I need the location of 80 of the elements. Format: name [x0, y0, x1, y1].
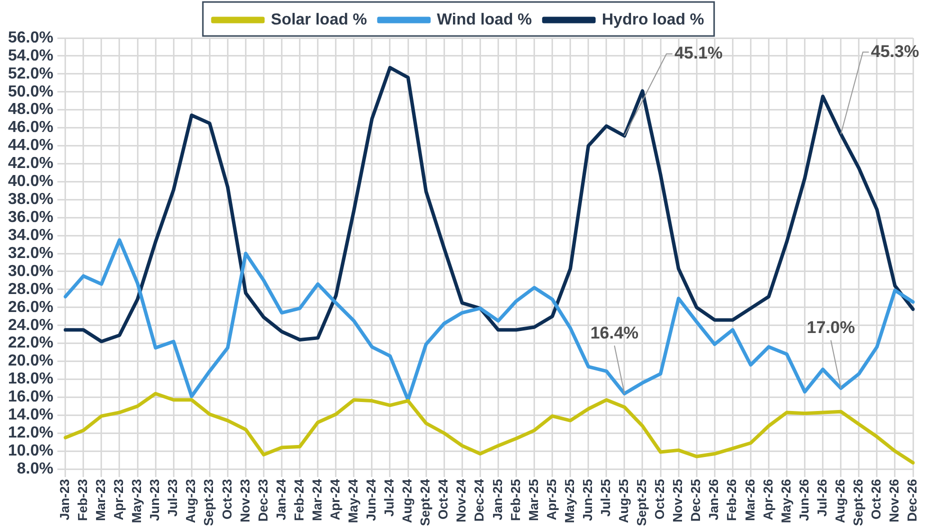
legend-label: Solar load % [270, 11, 367, 28]
x-tick-label: Feb-24 [291, 478, 306, 521]
y-tick-label: 50.0% [8, 83, 54, 100]
x-tick-label: Aug-24 [400, 478, 415, 524]
x-tick-label: Mar-26 [742, 479, 758, 521]
x-tick-label: Jul-26 [814, 479, 830, 517]
x-tick-label: Feb-23 [74, 479, 90, 521]
x-tick-label: Mar-23 [93, 479, 108, 521]
y-tick-label: 54.0% [8, 47, 54, 64]
x-tick-label: Jan-24 [273, 478, 288, 520]
y-tick-label: 40.0% [8, 173, 54, 190]
x-tick-label: Jun-26 [796, 479, 812, 521]
x-tick-label: Sept-23 [201, 479, 216, 526]
x-tick-label: Apr-26 [760, 479, 776, 520]
x-tick-label: Oct-25 [652, 479, 668, 520]
x-tick-label: Jul-23 [165, 479, 180, 517]
x-tick-label: Apr-25 [544, 479, 559, 520]
y-tick-label: 18.0% [8, 370, 54, 388]
x-tick-label: Mar-25 [526, 479, 541, 521]
x-tick-label: Aug-25 [616, 479, 632, 524]
annotation: 45.1% [674, 44, 723, 63]
y-tick-label: 48.0% [8, 101, 54, 118]
x-tick-label: Mar-24 [309, 478, 324, 521]
x-tick-label: Nov-23 [237, 479, 252, 522]
y-tick-label: 26.0% [8, 298, 54, 316]
x-tick-label: Apr-23 [111, 479, 126, 520]
x-tick-label: Jul-25 [598, 479, 613, 517]
x-tick-label: May-24 [346, 478, 360, 524]
x-tick-label: Sept-24 [418, 478, 433, 526]
y-tick-label: 10.0% [8, 442, 54, 460]
y-tick-label: 20.0% [8, 352, 54, 370]
y-tick-label: 46.0% [8, 119, 54, 136]
x-tick-label: Dec-25 [688, 479, 704, 522]
x-tick-label: Jun-25 [580, 479, 595, 521]
x-tick-label: Feb-25 [508, 479, 523, 521]
x-tick-label: May-23 [129, 479, 144, 524]
x-tick-label: Nov-24 [454, 478, 469, 522]
y-tick-label: 22.0% [8, 334, 54, 352]
y-tick-label: 36.0% [8, 209, 54, 226]
x-tick-label: Apr-24 [327, 478, 342, 520]
y-tick-label: 24.0% [8, 316, 54, 334]
y-tick-label: 38.0% [8, 191, 54, 208]
annotation: 16.4% [590, 323, 639, 342]
y-tick-label: 12.0% [8, 424, 54, 442]
x-tick-label: Jan-26 [706, 479, 722, 520]
x-tick-label: Feb-26 [724, 479, 740, 521]
y-tick-label: 56.0% [8, 29, 54, 46]
x-tick-label: Dec-23 [255, 479, 270, 522]
x-tick-label: Sept-25 [634, 479, 650, 526]
x-tick-label: Jan-25 [490, 479, 505, 520]
legend-label: Wind load % [436, 11, 532, 28]
x-tick-label: Oct-23 [219, 479, 234, 520]
x-tick-label: Oct-24 [436, 478, 451, 520]
x-tick-label: Jul-24 [382, 478, 397, 517]
x-tick-label: Dec-26 [904, 479, 920, 522]
y-tick-label: 8.0% [16, 460, 54, 478]
y-tick-label: 28.0% [8, 280, 54, 298]
y-tick-label: 14.0% [8, 406, 54, 424]
x-tick-label: Nov-25 [670, 479, 686, 522]
y-tick-label: 42.0% [8, 155, 54, 172]
legend-label: Hydro load % [602, 11, 704, 28]
annotation: 17.0% [806, 318, 855, 337]
x-tick-label: Nov-26 [886, 479, 902, 522]
x-tick-label: Aug-23 [183, 479, 198, 524]
y-tick-label: 16.0% [8, 388, 54, 406]
x-tick-label: May-25 [562, 479, 577, 524]
annotation: 45.3% [870, 42, 920, 61]
y-tick-label: 32.0% [8, 244, 54, 262]
x-tick-label: Oct-26 [868, 479, 884, 520]
y-tick-label: 30.0% [8, 262, 54, 280]
x-tick-label: May-26 [778, 479, 794, 524]
x-tick-label: Jun-24 [364, 478, 379, 521]
y-tick-label: 52.0% [8, 65, 54, 82]
x-tick-label: Jan-23 [56, 479, 72, 520]
y-tick-label: 34.0% [8, 226, 54, 244]
x-tick-label: Sept-26 [850, 479, 866, 526]
y-tick-label: 44.0% [8, 137, 54, 154]
x-tick-label: Jun-23 [147, 479, 162, 521]
x-tick-label: Aug-26 [832, 479, 848, 524]
x-tick-label: Dec-24 [472, 478, 487, 522]
